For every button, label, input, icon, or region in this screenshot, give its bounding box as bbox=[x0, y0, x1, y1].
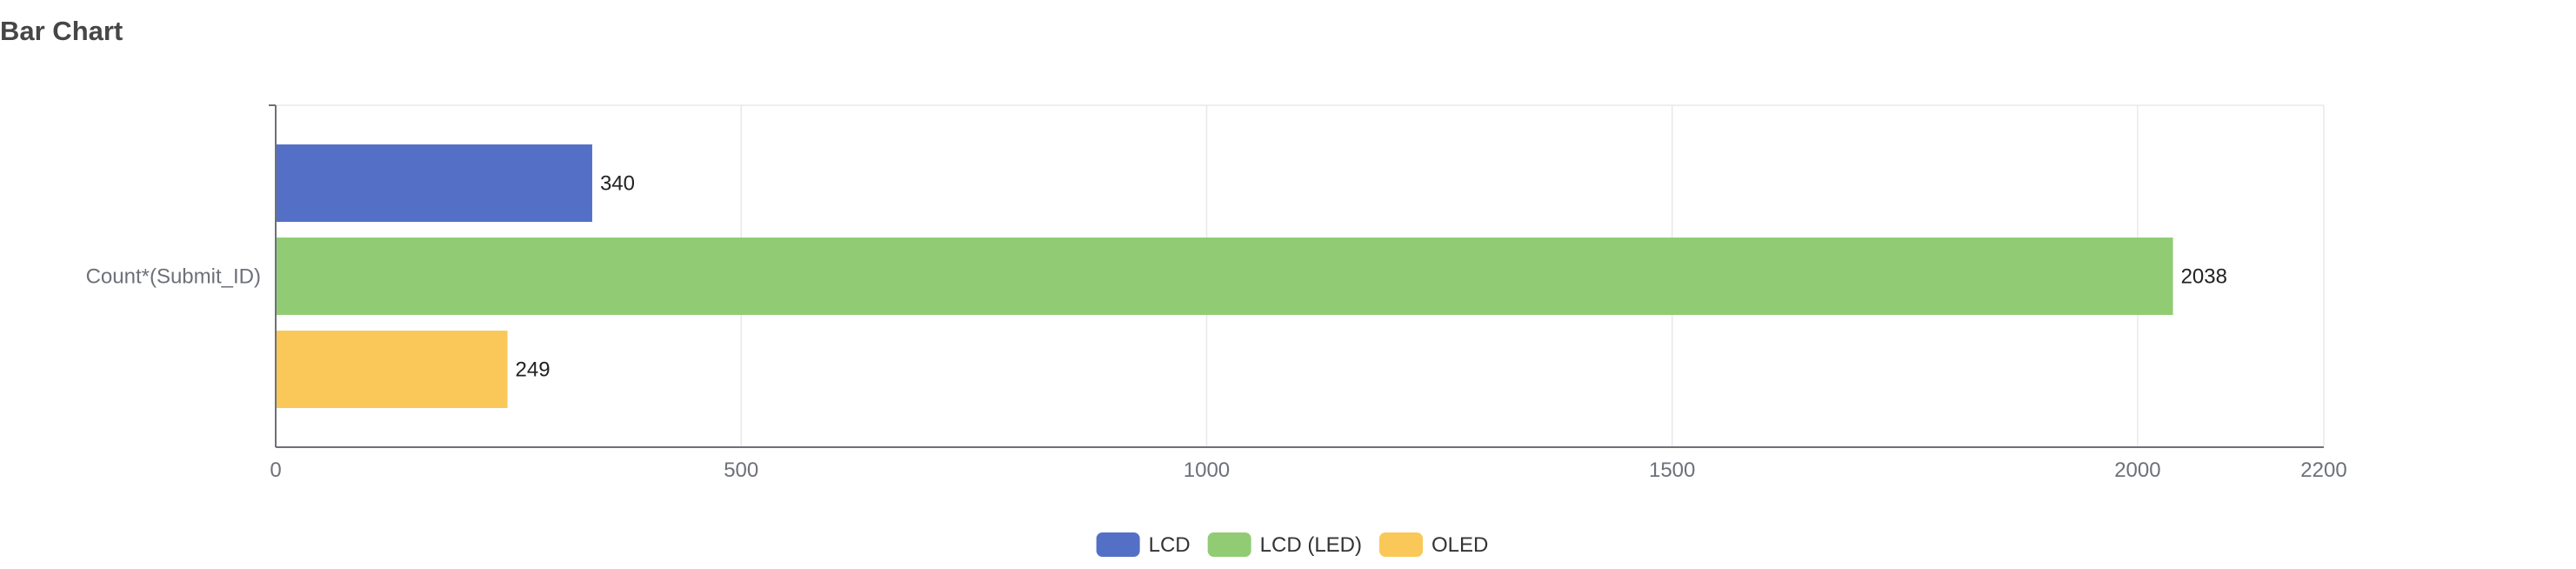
legend-swatch bbox=[1379, 532, 1424, 557]
bar bbox=[277, 238, 2173, 315]
y-axis-categories: Count*(Submit_ID) bbox=[86, 265, 261, 289]
x-tick-label: 1000 bbox=[1184, 459, 1230, 482]
legend: LCD LCD (LED) OLED bbox=[1096, 532, 1488, 557]
x-tick-label: 2000 bbox=[2114, 459, 2160, 482]
bar bbox=[277, 144, 592, 222]
x-tick-label: 1500 bbox=[1649, 459, 1695, 482]
bar-value-label: 340 bbox=[600, 172, 635, 196]
legend-swatch bbox=[1096, 532, 1140, 557]
bar-value-label: 249 bbox=[516, 358, 551, 382]
legend-label: OLED bbox=[1431, 533, 1488, 557]
axes bbox=[269, 104, 2324, 448]
x-axis-ticks: 0 500 1000 1500 2000 2200 bbox=[270, 459, 2346, 482]
bar-value-label: 2038 bbox=[2181, 265, 2227, 289]
legend-label: LCD bbox=[1149, 533, 1191, 557]
bars bbox=[277, 144, 2173, 408]
legend-swatch bbox=[1207, 532, 1251, 557]
value-labels: 340 2038 249 bbox=[516, 172, 2227, 382]
x-tick-label: 500 bbox=[724, 459, 758, 482]
bar bbox=[277, 331, 508, 408]
x-tick-label: 0 bbox=[270, 459, 281, 482]
chart-title: Bar Chart bbox=[0, 16, 123, 46]
x-tick-label: 2200 bbox=[2300, 459, 2346, 482]
category-label: Count*(Submit_ID) bbox=[86, 265, 261, 289]
legend-label: LCD (LED) bbox=[1260, 533, 1362, 557]
